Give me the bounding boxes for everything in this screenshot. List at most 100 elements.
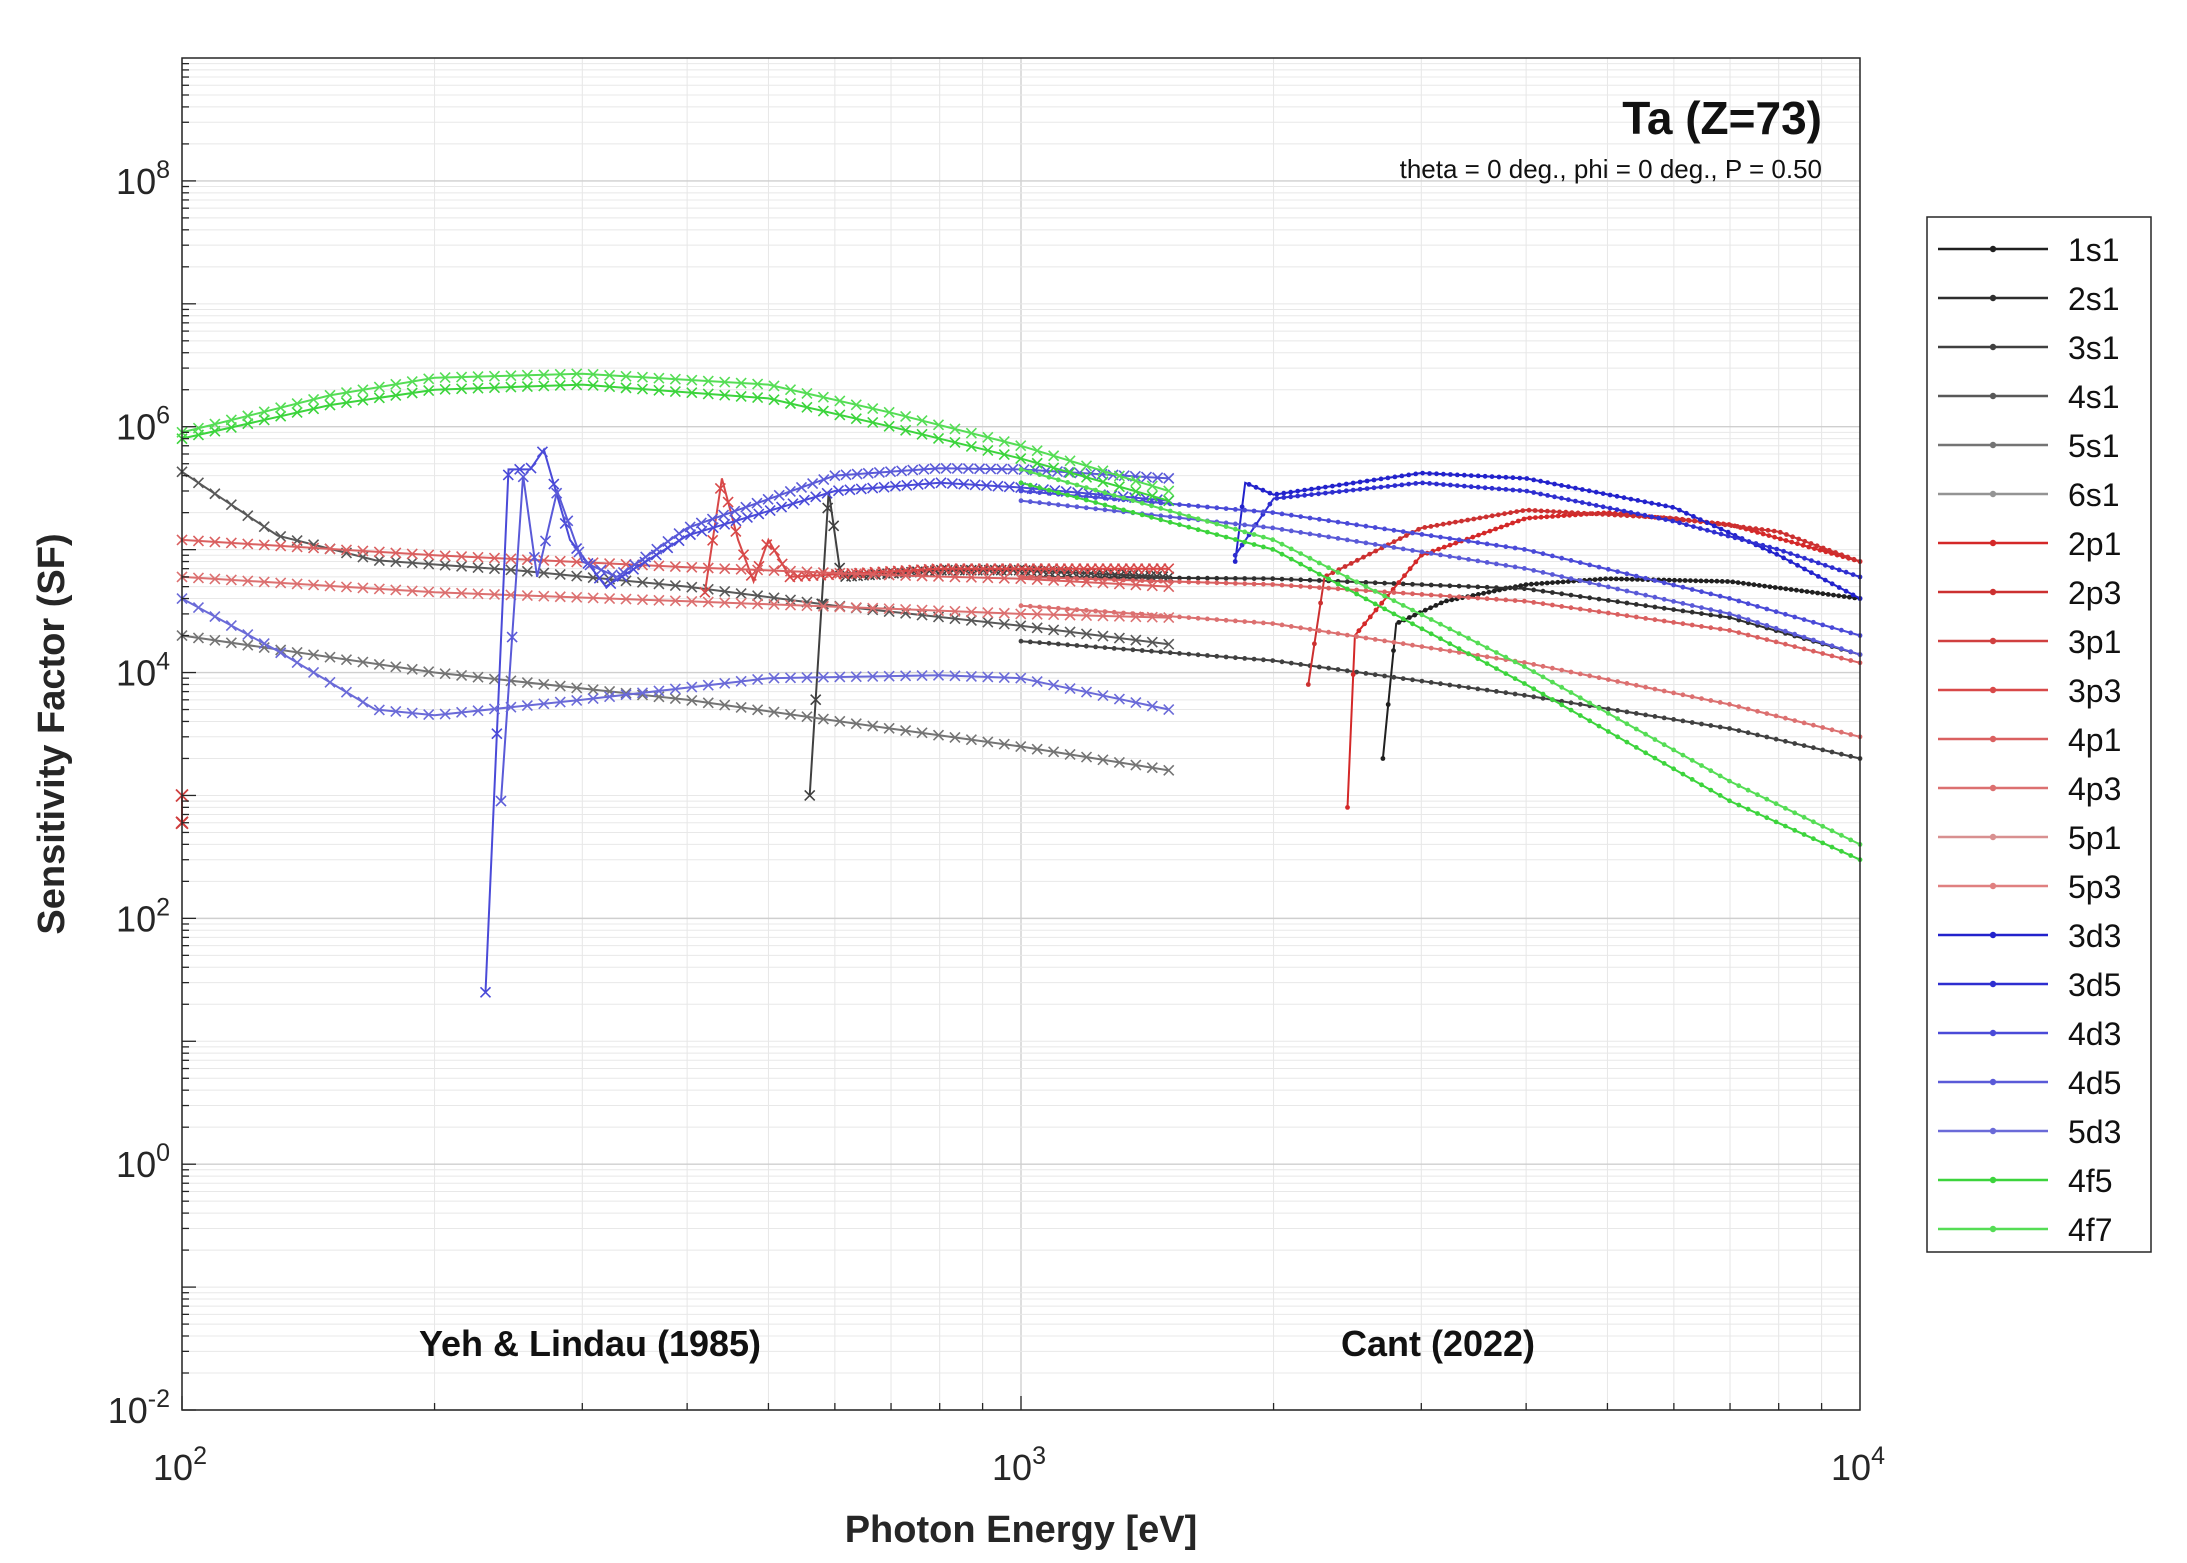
data-marker-cant-4d3 bbox=[1605, 566, 1611, 572]
data-marker-yeh-4p3 bbox=[834, 601, 846, 613]
data-marker-cant-4f5 bbox=[1745, 806, 1751, 812]
data-marker-cant-3d5 bbox=[1302, 492, 1307, 498]
data-marker-cant-4p3 bbox=[1456, 650, 1462, 655]
data-marker-cant-3d3 bbox=[1614, 493, 1620, 499]
data-marker-yeh-5d3 bbox=[834, 671, 846, 683]
data-marker-yeh-4s1 bbox=[1113, 632, 1125, 644]
data-marker-cant-4f5 bbox=[1363, 596, 1369, 602]
data-marker-cant-3d5 bbox=[1822, 562, 1828, 568]
data-marker-cant-3d3 bbox=[1454, 472, 1460, 478]
data-marker-cant-4d3 bbox=[1288, 512, 1294, 518]
data-marker-yeh-4s1 bbox=[784, 594, 797, 606]
data-marker-cant-4f5 bbox=[1251, 542, 1257, 547]
data-marker-cant-1s1 bbox=[1428, 605, 1433, 611]
data-marker-cant-4f7 bbox=[1130, 498, 1136, 503]
data-marker-yeh-5s1 bbox=[949, 731, 961, 743]
data-marker-yeh-4p3 bbox=[192, 572, 205, 584]
data-marker-yeh-5s1 bbox=[669, 692, 681, 705]
data-marker-cant-4d3 bbox=[1279, 511, 1285, 517]
data-marker-yeh-4d3 bbox=[832, 485, 845, 497]
data-marker-cant-4d3 bbox=[1494, 542, 1499, 548]
data-marker-cant-4d5 bbox=[1848, 649, 1854, 655]
data-marker-cant-4d3 bbox=[1205, 504, 1210, 510]
data-marker-cant-2s1 bbox=[1251, 576, 1257, 581]
data-marker-cant-4p3 bbox=[1149, 612, 1154, 618]
data-marker-cant-1s1 bbox=[1820, 591, 1826, 597]
data-marker-cant-2p3 bbox=[1784, 532, 1789, 537]
data-marker-cant-4p3 bbox=[1708, 698, 1714, 703]
data-marker-yeh-4d5 bbox=[740, 501, 752, 513]
data-marker-yeh-5d3 bbox=[1015, 672, 1027, 684]
data-marker-cant-4f7 bbox=[1186, 513, 1192, 519]
data-marker-cant-4f5 bbox=[1671, 766, 1676, 772]
data-marker-cant-3d3 bbox=[1850, 592, 1856, 598]
data-marker-cant-4d5 bbox=[1326, 534, 1331, 540]
data-marker-cant-3d5 bbox=[1489, 485, 1495, 491]
data-marker-cant-4d5 bbox=[1251, 523, 1257, 529]
data-marker-cant-1s1 bbox=[1794, 587, 1799, 593]
data-marker-cant-4d5 bbox=[1242, 522, 1248, 528]
data-marker-yeh-5s1 bbox=[439, 668, 451, 680]
data-marker-yeh-4d3 bbox=[889, 480, 902, 492]
data-marker-cant-4p3 bbox=[1195, 615, 1201, 621]
data-marker-cant-3d5 bbox=[1809, 558, 1814, 563]
data-marker-cant-1s1 bbox=[1730, 579, 1736, 585]
data-marker-cant-4f5 bbox=[1801, 832, 1807, 837]
data-marker-cant-4d5 bbox=[1839, 646, 1844, 652]
data-marker-yeh-4f7 bbox=[883, 406, 895, 418]
data-marker-yeh-5s1 bbox=[1146, 762, 1158, 774]
data-marker-cant-4p1 bbox=[1484, 596, 1490, 602]
data-marker-yeh-4p3 bbox=[439, 587, 451, 599]
data-marker-yeh-5s1 bbox=[702, 697, 714, 709]
data-marker-yeh-4d5 bbox=[495, 795, 507, 807]
data-marker-yeh-4p3 bbox=[982, 607, 994, 619]
data-marker-cant-1s1 bbox=[1714, 578, 1720, 584]
data-marker-yeh-4d5 bbox=[718, 509, 730, 521]
data-marker-cant-4d5 bbox=[1689, 603, 1695, 608]
legend-label-2p1: 2p1 bbox=[2068, 526, 2121, 562]
data-marker-yeh-4p3 bbox=[735, 597, 747, 609]
data-marker-cant-4p1 bbox=[1307, 584, 1313, 590]
data-marker-cant-3s1 bbox=[1475, 686, 1481, 692]
data-marker-cant-1s1 bbox=[1767, 584, 1773, 590]
data-marker-yeh-4s1 bbox=[242, 510, 254, 522]
data-marker-cant-4p3 bbox=[1801, 720, 1807, 726]
data-marker-cant-4d3 bbox=[1848, 630, 1854, 636]
data-marker-yeh-4f7 bbox=[242, 410, 254, 422]
data-marker-cant-4p1 bbox=[1158, 578, 1164, 584]
data-marker-yeh-5s1 bbox=[406, 663, 418, 675]
data-marker-cant-3s1 bbox=[1046, 640, 1052, 646]
data-marker-cant-2p1 bbox=[1800, 542, 1806, 548]
data-marker-cant-3s1 bbox=[1699, 721, 1704, 727]
data-marker-yeh-4f7 bbox=[998, 435, 1010, 448]
data-marker-cant-4p1 bbox=[1055, 575, 1061, 581]
legend-marker-5s1 bbox=[1989, 441, 1997, 449]
data-marker-yeh-4f5 bbox=[719, 389, 731, 401]
data-marker-cant-4f7 bbox=[1055, 477, 1061, 483]
data-marker-cant-3d5 bbox=[1482, 485, 1488, 491]
data-marker-cant-2s1 bbox=[1484, 584, 1490, 590]
data-marker-cant-3d5 bbox=[1628, 510, 1634, 515]
data-marker-cant-4f7 bbox=[1288, 546, 1294, 552]
data-marker-yeh-4d5 bbox=[918, 463, 930, 475]
data-marker-yeh-4d5 bbox=[595, 564, 607, 576]
data-marker-yeh-5s1 bbox=[850, 718, 862, 730]
data-marker-cant-4d3 bbox=[1400, 529, 1406, 534]
data-marker-cant-3d5 bbox=[1566, 497, 1571, 503]
data-marker-cant-4f7 bbox=[1727, 778, 1732, 784]
data-marker-cant-3d3 bbox=[1711, 523, 1717, 529]
data-marker-cant-4d3 bbox=[1745, 601, 1751, 607]
data-marker-cant-4d3 bbox=[1158, 500, 1164, 506]
data-marker-cant-2p3 bbox=[1520, 508, 1526, 513]
data-marker-cant-4f7 bbox=[1764, 796, 1770, 802]
data-marker-cant-4p3 bbox=[1205, 616, 1210, 622]
data-marker-cant-4f5 bbox=[1615, 734, 1620, 740]
data-marker-yeh-5d3 bbox=[1031, 676, 1043, 688]
data-marker-cant-2p3 bbox=[1618, 512, 1624, 518]
data-marker-cant-3s1 bbox=[1708, 723, 1714, 728]
data-marker-cant-4d5 bbox=[1577, 578, 1583, 584]
data-marker-yeh-4f5 bbox=[587, 379, 599, 392]
data-marker-cant-2p3 bbox=[1557, 509, 1562, 515]
data-marker-cant-3d5 bbox=[1545, 493, 1550, 498]
data-marker-yeh-5d3 bbox=[439, 708, 451, 720]
